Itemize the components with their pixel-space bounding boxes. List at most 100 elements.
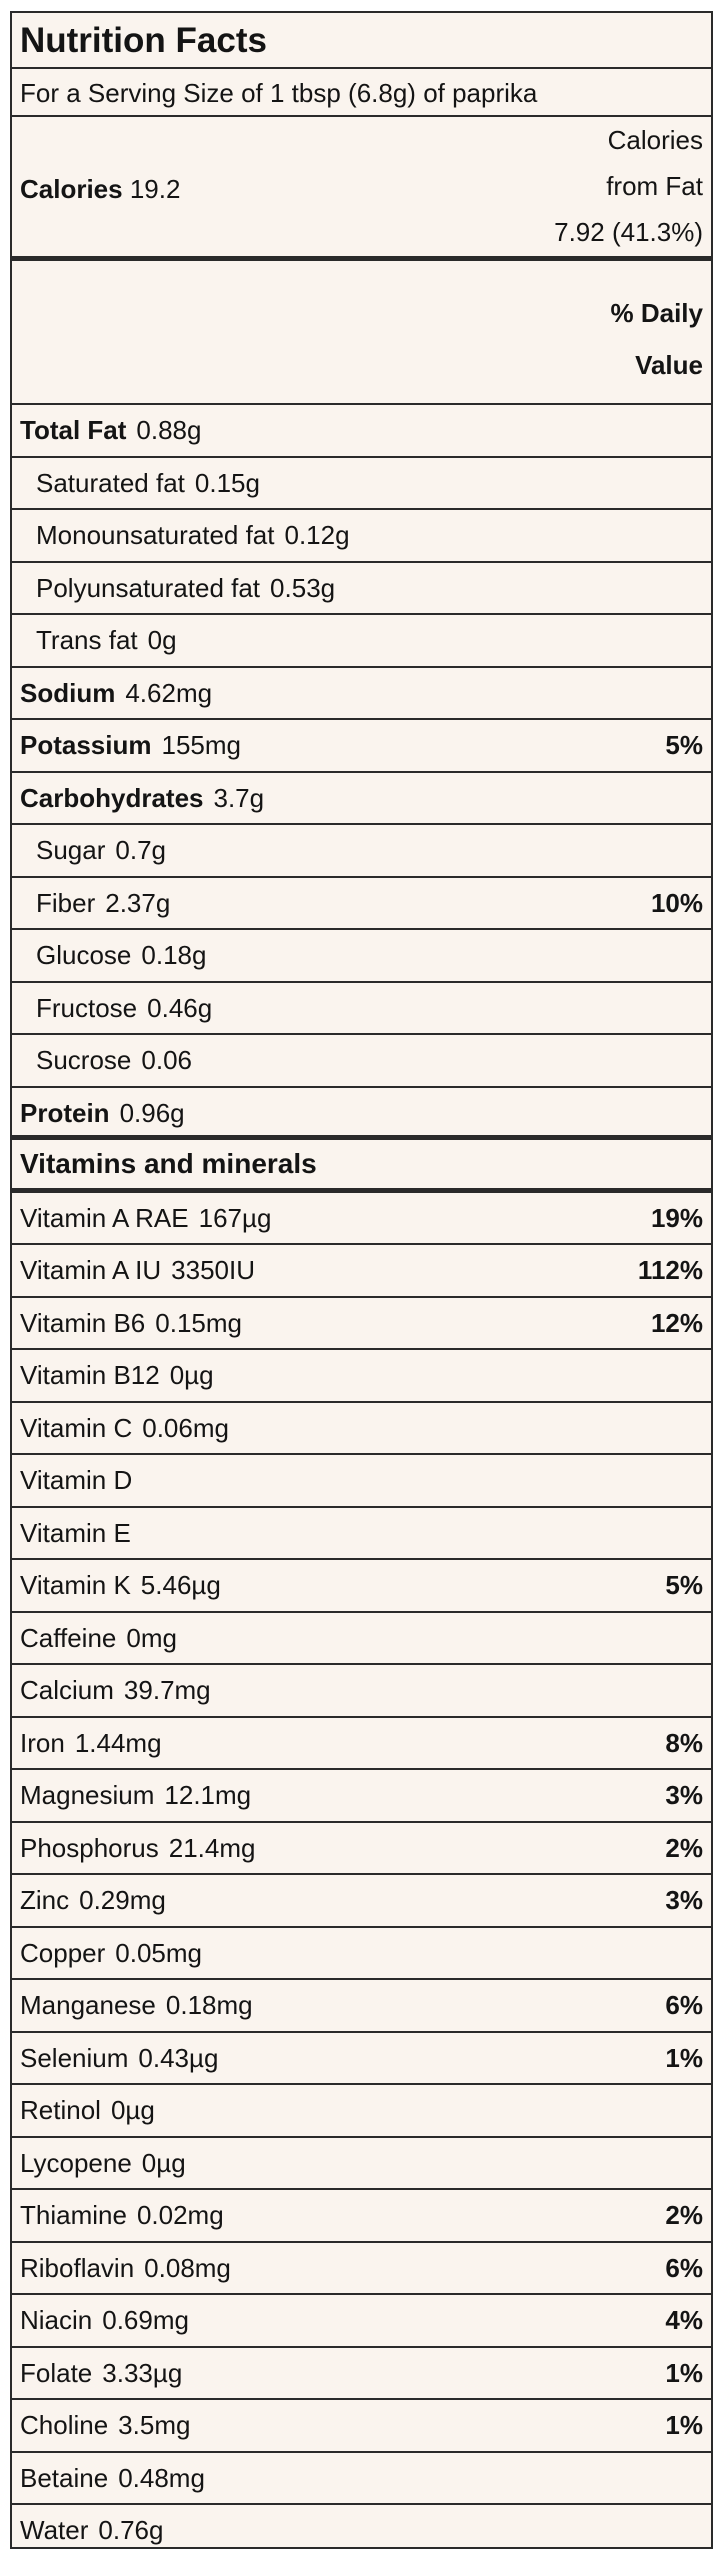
nutrient-entry: Riboflavin 0.08mg: [20, 2243, 231, 2293]
nutrient-name: Choline: [20, 2410, 109, 2440]
nutrient-amount: 0.18g: [141, 940, 207, 970]
vitamin-list: Vitamin A RAE 167µg 19% Vitamin A IU 3350IU 1…: [12, 1193, 711, 2558]
nutrient-amount: 155mg: [161, 730, 242, 760]
daily-value-header: % Daily Value: [12, 261, 711, 405]
nutrient-amount: 167µg: [198, 1202, 272, 1233]
nutrient-amount: 0.96g: [119, 1097, 185, 1128]
nutrient-entry: Zinc 0.29mg: [20, 1875, 166, 1925]
nutrition-facts-label: Nutrition Facts For a Serving Size of 1 …: [10, 11, 713, 2549]
vitamin-row: Vitamin A IU 3350IU 112%: [12, 1245, 711, 1298]
nutrient-row: Sugar 0.7g: [12, 825, 711, 878]
nutrient-amount: 5.46µg: [140, 1570, 221, 1600]
nutrient-amount: 0µg: [169, 1360, 214, 1390]
nutrient-name: Vitamin A RAE: [20, 1202, 189, 1233]
nutrient-amount: 0.43µg: [138, 2042, 219, 2073]
nutrient-amount: 0.46g: [147, 992, 213, 1023]
nutrient-row: Potassium 155mg 5%: [12, 720, 711, 773]
nutrient-row: Fructose 0.46g: [12, 983, 711, 1035]
vitamin-row: Copper 0.05mg: [12, 1928, 711, 1980]
nutrient-name: Water: [20, 2515, 89, 2545]
nutrient-name: Vitamin K: [20, 1570, 131, 1600]
calories-value: 19.2: [129, 174, 181, 204]
nutrient-name: Sodium: [20, 677, 116, 708]
daily-value-percent: 2%: [665, 1832, 703, 1863]
nutrient-entry: Glucose 0.18g: [36, 930, 206, 980]
nutrient-amount: 1.44mg: [74, 1727, 162, 1758]
daily-value-percent: 4%: [665, 2305, 703, 2335]
vitamin-row: Vitamin B12 0µg: [12, 1350, 711, 1403]
nutrient-amount: 0.7g: [115, 835, 166, 865]
nutrient-entry: Polyunsaturated fat 0.53g: [36, 563, 335, 613]
daily-value-percent: 10%: [650, 887, 703, 918]
nutrient-entry: Phosphorus 21.4mg: [20, 1823, 256, 1873]
nutrient-row: Carbohydrates 3.7g: [12, 773, 711, 825]
label-title: Nutrition Facts: [12, 13, 711, 69]
vitamin-row: Zinc 0.29mg 3%: [12, 1875, 711, 1928]
calories-from-fat-label-2: from Fat: [606, 171, 703, 201]
nutrient-entry: Folate 3.33µg: [20, 2348, 182, 2398]
nutrient-entry: Calcium 39.7mg: [20, 1665, 211, 1715]
nutrient-row: Protein 0.96g: [12, 1088, 711, 1140]
nutrient-name: Protein: [20, 1097, 110, 1128]
nutrient-entry: Carbohydrates 3.7g: [20, 773, 264, 823]
nutrient-name: Niacin: [20, 2305, 93, 2335]
vitamin-row: Vitamin C 0.06mg: [12, 1403, 711, 1455]
nutrient-entry: Vitamin E: [20, 1508, 141, 1558]
nutrient-amount: 0.29mg: [79, 1885, 166, 1915]
nutrient-entry: Potassium 155mg: [20, 720, 241, 770]
nutrient-amount: 3350IU: [171, 1255, 255, 1285]
nutrient-entry: Fiber 2.37g: [36, 878, 170, 928]
nutrient-row: Sucrose 0.06: [12, 1035, 711, 1088]
nutrient-amount: 0.06: [141, 1045, 192, 1075]
vitamin-row: Vitamin B6 0.15mg 12%: [12, 1298, 711, 1350]
nutrient-amount: 0.15mg: [155, 1307, 242, 1338]
daily-value-percent: 3%: [665, 1885, 703, 1915]
nutrient-entry: Vitamin D: [20, 1455, 142, 1505]
nutrient-name: Carbohydrates: [20, 782, 204, 813]
vitamin-row: Choline 3.5mg 1%: [12, 2400, 711, 2453]
vitamin-row: Lycopene 0µg: [12, 2138, 711, 2190]
vitamin-row: Phosphorus 21.4mg 2%: [12, 1823, 711, 1875]
vitamin-row: Vitamin D: [12, 1455, 711, 1508]
nutrient-amount: 0.08mg: [144, 2252, 231, 2283]
calories-from-fat: Calories from Fat 7.92 (41.3%): [554, 117, 703, 255]
nutrient-amount: 0.53g: [270, 572, 336, 603]
nutrient-amount: 0.06mg: [142, 1412, 229, 1443]
vitamin-row: Thiamine 0.02mg 2%: [12, 2190, 711, 2243]
nutrient-entry: Vitamin C 0.06mg: [20, 1403, 229, 1453]
nutrient-row: Monounsaturated fat 0.12g: [12, 510, 711, 563]
nutrient-entry: Vitamin A IU 3350IU: [20, 1245, 255, 1295]
nutrient-name: Manganese: [20, 1990, 156, 2020]
nutrient-amount: 4.62mg: [125, 677, 213, 708]
vitamin-row: Folate 3.33µg 1%: [12, 2348, 711, 2400]
nutrient-list: Total Fat 0.88g Saturated fat 0.15g Monounsa…: [12, 405, 711, 1140]
nutrient-entry: Fructose 0.46g: [36, 983, 212, 1033]
vitamin-row: Vitamin E: [12, 1508, 711, 1560]
nutrient-name: Phosphorus: [20, 1832, 159, 1863]
daily-value-percent: 1%: [665, 2042, 703, 2073]
vitamin-row: Retinol 0µg: [12, 2085, 711, 2138]
nutrient-row: Polyunsaturated fat 0.53g: [12, 563, 711, 615]
vitamin-row: Niacin 0.69mg 4%: [12, 2295, 711, 2348]
daily-value-percent: 19%: [650, 1202, 703, 1233]
nutrient-name: Magnesium: [20, 1780, 155, 1810]
calories-block: Calories 19.2 Calories from Fat 7.92 (41…: [12, 117, 711, 261]
nutrient-entry: Vitamin B6 0.15mg: [20, 1298, 242, 1348]
nutrient-name: Vitamin C: [20, 1412, 133, 1443]
nutrient-amount: 3.5mg: [118, 2410, 191, 2440]
daily-value-percent: 1%: [665, 2357, 703, 2388]
daily-value-percent: 5%: [665, 1570, 703, 1600]
daily-value-line-1: % Daily: [610, 298, 704, 328]
nutrient-amount: 0µg: [141, 2147, 186, 2178]
nutrient-name: Sugar: [36, 835, 106, 865]
nutrient-name: Total Fat: [20, 415, 127, 445]
nutrient-name: Betaine: [20, 2462, 109, 2493]
nutrient-row: Total Fat 0.88g: [12, 405, 711, 458]
daily-value-line-2: Value: [635, 350, 703, 380]
daily-value-percent: 6%: [665, 2252, 703, 2283]
nutrient-amount: 0.88g: [136, 415, 202, 445]
nutrient-entry: Sodium 4.62mg: [20, 668, 212, 718]
nutrient-name: Vitamin A IU: [20, 1255, 162, 1285]
nutrient-entry: Caffeine 0mg: [20, 1613, 177, 1663]
nutrient-amount: 3.33µg: [102, 2357, 183, 2388]
